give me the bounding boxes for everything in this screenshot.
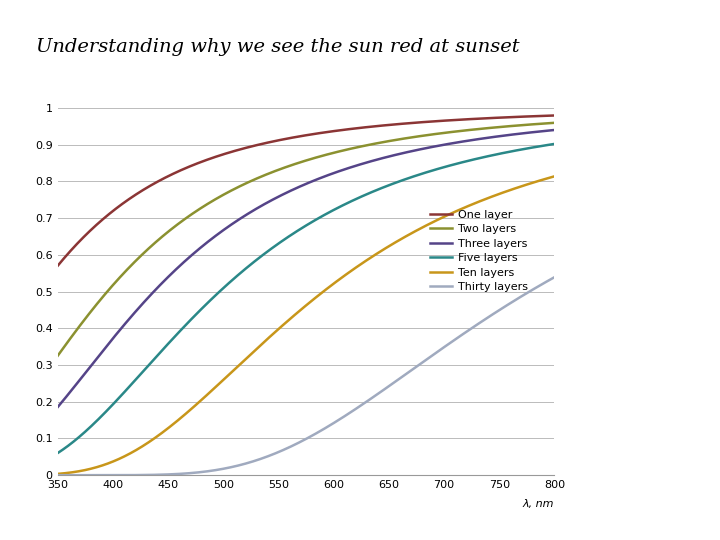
Three layers <box>550 127 559 133</box>
Text: Understanding why we see the sun red at sunset: Understanding why we see the sun red at … <box>36 38 520 56</box>
Ten layers <box>441 213 449 220</box>
Two layers <box>254 174 263 181</box>
Two layers <box>395 136 403 143</box>
One layer <box>449 117 458 123</box>
One layer <box>550 112 559 119</box>
Thirty layers <box>272 450 281 456</box>
One layer <box>272 138 281 144</box>
Ten layers <box>449 209 458 215</box>
Three layers <box>441 141 449 148</box>
Two layers <box>441 130 449 136</box>
Line: One layer: One layer <box>58 116 554 266</box>
Ten layers <box>254 344 263 350</box>
Five layers <box>254 255 263 261</box>
Five layers <box>272 242 281 248</box>
Line: Five layers: Five layers <box>58 144 554 453</box>
One layer <box>254 141 263 148</box>
Three layers <box>104 341 112 347</box>
Three layers <box>53 404 62 410</box>
Three layers <box>449 140 458 146</box>
Five layers <box>441 164 449 170</box>
Line: Thirty layers: Thirty layers <box>58 277 554 475</box>
One layer <box>53 262 62 269</box>
Ten layers <box>395 237 403 244</box>
Line: Ten layers: Ten layers <box>58 177 554 474</box>
Five layers <box>395 178 403 185</box>
Five layers <box>104 406 112 413</box>
Ten layers <box>104 460 112 467</box>
Thirty layers <box>104 472 112 478</box>
Three layers <box>254 204 263 211</box>
Five layers <box>550 141 559 147</box>
One layer <box>441 117 449 124</box>
Thirty layers <box>550 274 559 280</box>
Ten layers <box>53 471 62 477</box>
Line: Three layers: Three layers <box>58 130 554 407</box>
Ten layers <box>550 173 559 180</box>
One layer <box>395 121 403 127</box>
Two layers <box>272 167 281 174</box>
Thirty layers <box>441 343 449 350</box>
Three layers <box>395 151 403 157</box>
Thirty layers <box>254 456 263 463</box>
Two layers <box>53 353 62 359</box>
Text: λ, nm: λ, nm <box>523 499 554 509</box>
Thirty layers <box>449 337 458 343</box>
Five layers <box>53 450 62 456</box>
Three layers <box>272 194 281 201</box>
Thirty layers <box>395 376 403 382</box>
Two layers <box>449 129 458 135</box>
Legend: One layer, Two layers, Three layers, Five layers, Ten layers, Thirty layers: One layer, Two layers, Three layers, Fiv… <box>426 205 533 296</box>
One layer <box>104 212 112 218</box>
Ten layers <box>272 328 281 334</box>
Two layers <box>550 119 559 126</box>
Line: Two layers: Two layers <box>58 123 554 356</box>
Two layers <box>104 287 112 294</box>
Five layers <box>449 161 458 168</box>
Thirty layers <box>53 472 62 478</box>
